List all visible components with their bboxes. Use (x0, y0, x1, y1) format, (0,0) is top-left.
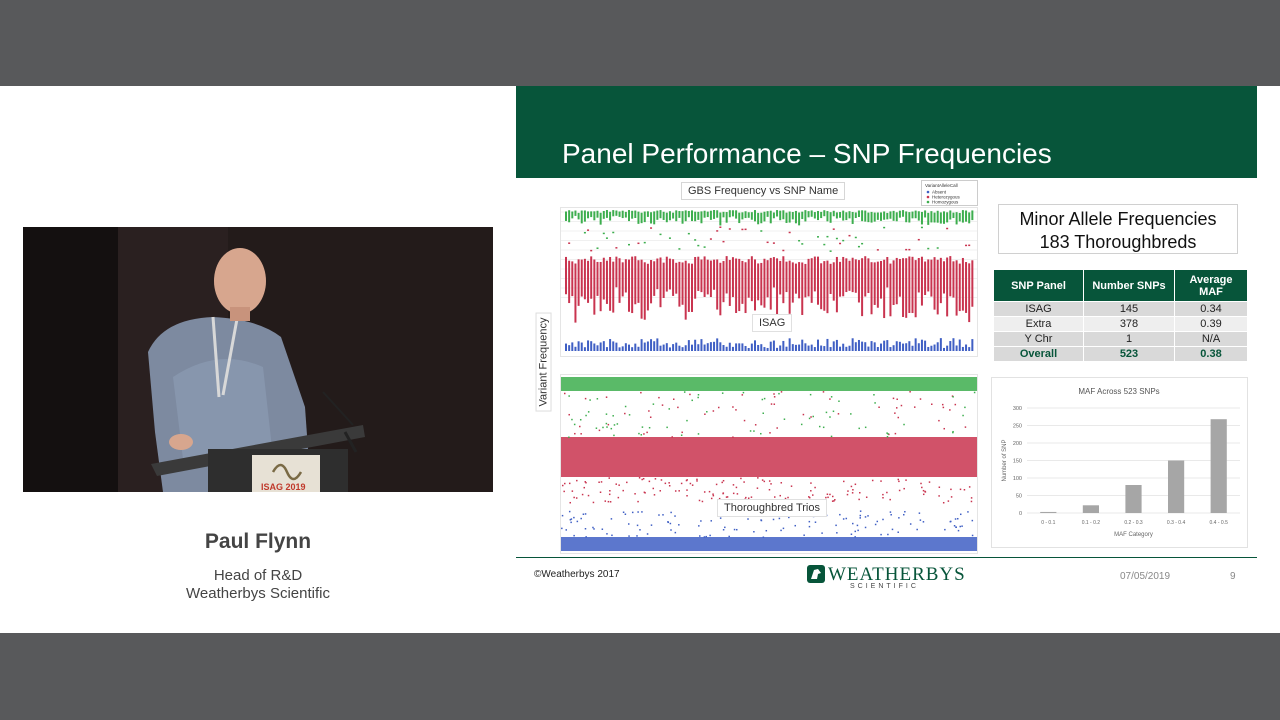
y-tick-label: 150 (1013, 459, 1022, 465)
speaker-video[interactable]: ISAG 2019 (23, 227, 493, 492)
table-cell: 145 (1083, 301, 1175, 317)
legend-absent: Absent (932, 190, 947, 195)
y-tick-label: 200 (1013, 441, 1022, 447)
slide-header: Panel Performance – SNP Frequencies (516, 86, 1257, 178)
y-tick-label: 50 (1016, 494, 1022, 500)
scatter-y-axis-label: Variant Frequency (535, 312, 552, 412)
slide-title: Panel Performance – SNP Frequencies (562, 138, 1052, 169)
bar (1210, 419, 1227, 513)
horse-crest-icon (807, 565, 825, 583)
bar (1168, 460, 1185, 513)
table-cell: Extra (993, 316, 1084, 332)
brand-wordmark: WEATHERBYS (828, 564, 966, 585)
letterbox-top (0, 0, 1280, 86)
table-row: Overall 523 0.38 (993, 346, 1248, 362)
isag-scatter-plot (560, 207, 978, 357)
bar (1040, 511, 1057, 513)
speaker-title: Head of R&D (213, 567, 303, 584)
legend-homozygous: Homozygous (932, 200, 959, 205)
footer-divider (516, 557, 1257, 558)
table-header: SNP Panel (993, 269, 1084, 302)
presentation-slide: Panel Performance – SNP Frequencies GBS … (516, 86, 1257, 600)
bar (1082, 505, 1099, 513)
maf-heading-line2: 183 Thoroughbreds (1039, 232, 1197, 252)
x-axis-label: MAF Category (1114, 532, 1153, 538)
trios-points (561, 377, 977, 551)
table-cell: 0.39 (1174, 316, 1248, 332)
x-tick-label: 0.3 - 0.4 (1167, 520, 1186, 526)
y-tick-label: 100 (1013, 476, 1022, 482)
table-cell: Overall (993, 346, 1084, 362)
table-row: Y Chr 1 N/A (993, 331, 1248, 347)
letterbox-bottom (0, 633, 1280, 720)
table-cell: Y Chr (993, 331, 1084, 347)
scatter-legend: VariantAlleleCall Absent Heterozygous Ho… (921, 180, 978, 206)
table-cell: 0.38 (1174, 346, 1248, 362)
table-header: Average MAF (1174, 269, 1248, 302)
footer-date: 07/05/2019 (1120, 571, 1171, 582)
maf-heading-line1: Minor Allele Frequencies (1019, 209, 1217, 229)
trios-scatter-plot (560, 374, 978, 554)
isag-points (565, 210, 974, 351)
bar (1125, 485, 1142, 513)
speaker-role: Head of R&D Weatherbys Scientific (23, 567, 493, 603)
table-cell: 378 (1083, 316, 1175, 332)
table-cell: 523 (1083, 346, 1175, 362)
table-row: Extra 378 0.39 (993, 316, 1248, 332)
trios-panel-label: Thoroughbred Trios (717, 499, 827, 517)
speaker-name: Paul Flynn (204, 530, 312, 553)
snp-panel-table: SNP Panel Number SNPs Average MAF ISAG 1… (993, 269, 1248, 362)
y-tick-label: 0 (1019, 511, 1022, 517)
table-cell: 1 (1083, 331, 1175, 347)
table-cell: N/A (1174, 331, 1248, 347)
brand-subtitle: SCIENTIFIC (850, 583, 919, 590)
y-axis-label: Number of SNP (1002, 439, 1008, 481)
maf-bar-chart: MAF Across 523 SNPs 0 50 100 150 200 250 300 0 -… (991, 377, 1248, 548)
footer-copyright: ©Weatherbys 2017 (534, 569, 620, 580)
y-tick-label: 250 (1013, 424, 1022, 430)
x-tick-label: 0.2 - 0.3 (1124, 520, 1143, 526)
maf-chart-title: MAF Across 523 SNPs (1078, 387, 1159, 396)
y-tick-label: 300 (1013, 406, 1022, 412)
x-tick-label: 0.4 - 0.5 (1210, 520, 1229, 526)
table-row: ISAG 145 0.34 (993, 301, 1248, 317)
table-header: Number SNPs (1083, 269, 1175, 302)
maf-heading-box: Minor Allele Frequencies 183 Thoroughbre… (998, 204, 1238, 254)
table-cell: ISAG (993, 301, 1084, 317)
x-tick-label: 0.1 - 0.2 (1082, 520, 1101, 526)
table-cell: 0.34 (1174, 301, 1248, 317)
podium-sign-text: ISAG 2019 (261, 482, 306, 492)
legend-heterozygous: Heterozygous (932, 195, 961, 200)
legend-title: VariantAlleleCall (925, 183, 958, 188)
slide-page-number: 9 (1230, 571, 1236, 582)
isag-panel-label: ISAG (752, 314, 793, 332)
x-tick-label: 0 - 0.1 (1041, 520, 1055, 526)
speaker-organization: Weatherbys Scientific (186, 585, 330, 602)
scatter-title: GBS Frequency vs SNP Name (681, 182, 846, 200)
weatherbys-logo: WEATHERBYS SCIENTIFIC (806, 562, 976, 592)
